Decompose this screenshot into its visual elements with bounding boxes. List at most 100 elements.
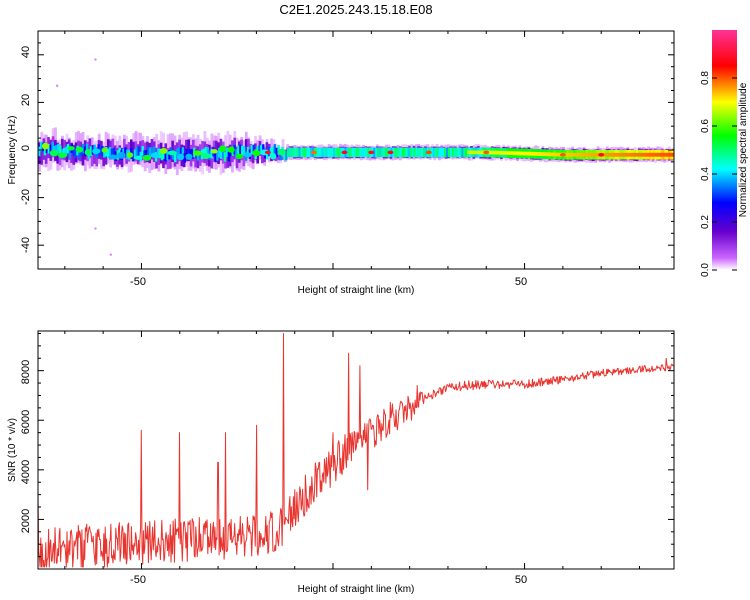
heatmap-cell (160, 150, 164, 161)
heatmap-cell (38, 146, 41, 157)
heatmap-cell (74, 148, 77, 159)
heatmap-cell (296, 147, 300, 158)
heatmap-cell (149, 147, 152, 157)
heatmap-cell (292, 147, 296, 158)
heatmap-cell (566, 152, 570, 157)
heatmap-cell (192, 150, 202, 156)
heatmap-cell (183, 153, 186, 163)
heatmap-cell (591, 152, 595, 157)
heatmap-cell (595, 152, 598, 157)
snr-ytick-label: 8000 (20, 360, 32, 384)
heatmap-cell (446, 147, 449, 158)
heatmap-cell (461, 147, 464, 158)
heatmap-cell (403, 147, 407, 158)
heatmap-peak (598, 152, 605, 157)
heatmap-cell (551, 152, 554, 157)
heatmap-cell (415, 147, 418, 158)
spectrogram-xtick-label: -50 (130, 276, 146, 288)
heatmap-cell (227, 151, 231, 162)
heatmap-peak (264, 150, 271, 155)
heatmap-cell (407, 147, 411, 158)
heatmap-cell (628, 152, 631, 157)
heatmap-cell (185, 148, 188, 159)
heatmap-cell (137, 146, 141, 157)
heatmap-cell (490, 150, 493, 155)
heatmap-cell (252, 150, 261, 157)
heatmap-cell (639, 152, 642, 157)
heatmap-cell (469, 150, 472, 155)
heatmap-cell (239, 144, 242, 155)
heatmap-cell (279, 150, 282, 161)
heatmap-cell (290, 147, 294, 158)
heatmap-cell (85, 143, 89, 154)
heatmap-cell (219, 145, 227, 152)
heatmap-cell (221, 148, 225, 158)
snr-ytick-label: 4000 (20, 460, 32, 484)
heatmap-cell (49, 144, 52, 155)
heatmap-cell (227, 146, 235, 153)
heatmap-cell (258, 145, 261, 155)
heatmap-cell (593, 152, 596, 157)
heatmap-cell (200, 152, 211, 160)
heatmap-cell (352, 147, 355, 158)
heatmap-cell (75, 146, 84, 153)
heatmap-cell (225, 147, 229, 158)
heatmap-cell (260, 144, 263, 155)
heatmap-cell (210, 148, 213, 159)
heatmap-cell (589, 152, 593, 157)
heatmap-cell (321, 147, 324, 158)
spectrogram-ylabel: Frequency (Hz) (7, 116, 18, 185)
heatmap-cell (319, 147, 323, 158)
heatmap-cell (350, 147, 353, 158)
heatmap-cell (660, 152, 663, 157)
heatmap-cell (495, 150, 499, 155)
heatmap-cell (327, 147, 330, 158)
heatmap-cell (631, 152, 635, 157)
heatmap-cell (413, 147, 416, 158)
heatmap-cell (520, 151, 524, 156)
heatmap-cell (265, 142, 269, 155)
heatmap-cell (298, 147, 301, 158)
heatmap-cell (467, 150, 470, 155)
heatmap-cell (499, 150, 503, 155)
heatmap-cell (356, 147, 359, 158)
heatmap-cell (511, 151, 514, 156)
heatmap-cell (576, 152, 579, 157)
heatmap-cell (474, 150, 478, 155)
heatmap-cell (237, 145, 240, 155)
heatmap-cell (610, 152, 614, 157)
heatmap-cell (398, 147, 401, 158)
heatmap-cell (570, 152, 573, 157)
heatmap-cell (244, 152, 252, 158)
heatmap-cell (133, 149, 137, 159)
heatmap-cell (179, 147, 183, 158)
heatmap-cell (432, 147, 436, 158)
heatmap-cell (442, 147, 445, 158)
heatmap-peak (559, 152, 566, 157)
heatmap-cell (275, 147, 278, 158)
heatmap-cell (618, 152, 621, 157)
heatmap-cell (492, 150, 495, 155)
heatmap-cell (377, 147, 380, 158)
heatmap-cell (315, 147, 319, 158)
heatmap-cell (156, 148, 160, 158)
heatmap-cell (132, 141, 135, 162)
heatmap-cell (455, 147, 459, 158)
heatmap-cell (81, 145, 85, 166)
spectrogram-panel: -50 50 -40 -20 0 20 40 Height of straigh… (7, 30, 675, 296)
heatmap-cell (541, 152, 545, 157)
heatmap-cell (608, 152, 612, 157)
colorbar-label: Normalized spectral amplitude (738, 82, 749, 217)
heatmap-cell (536, 152, 539, 156)
heatmap-cell (373, 147, 376, 158)
heatmap-cell (185, 153, 193, 160)
heatmap-cell (270, 153, 277, 160)
heatmap-cell (654, 152, 658, 157)
heatmap-cell (166, 150, 169, 161)
heatmap-cell (543, 152, 547, 157)
heatmap-cell (515, 151, 518, 156)
heatmap-cell (580, 152, 583, 157)
heatmap-cell (90, 146, 94, 167)
colorbar-tick-label: 0.6 (700, 119, 711, 133)
heatmap-cell (658, 152, 662, 157)
